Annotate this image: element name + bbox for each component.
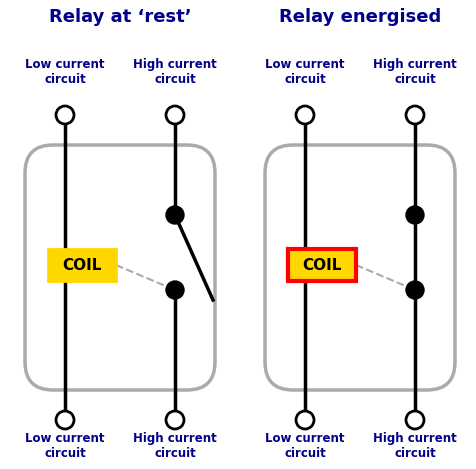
Text: COIL: COIL	[62, 257, 101, 272]
Text: Relay energised: Relay energised	[278, 8, 440, 26]
Circle shape	[405, 206, 423, 224]
FancyBboxPatch shape	[288, 249, 355, 281]
Text: High current
circuit: High current circuit	[133, 58, 217, 86]
Text: High current
circuit: High current circuit	[372, 432, 456, 460]
Text: Low current
circuit: Low current circuit	[265, 58, 344, 86]
Circle shape	[56, 106, 74, 124]
Circle shape	[296, 106, 313, 124]
Circle shape	[56, 411, 74, 429]
Text: High current
circuit: High current circuit	[372, 58, 456, 86]
Text: High current
circuit: High current circuit	[133, 432, 217, 460]
Text: Relay at ‘rest’: Relay at ‘rest’	[49, 8, 191, 26]
Circle shape	[405, 411, 423, 429]
Circle shape	[166, 411, 184, 429]
Circle shape	[166, 106, 184, 124]
FancyBboxPatch shape	[265, 145, 454, 390]
Circle shape	[166, 206, 184, 224]
Text: Low current
circuit: Low current circuit	[25, 432, 105, 460]
FancyBboxPatch shape	[25, 145, 215, 390]
Text: Low current
circuit: Low current circuit	[25, 58, 105, 86]
Text: Low current
circuit: Low current circuit	[265, 432, 344, 460]
FancyBboxPatch shape	[48, 249, 116, 281]
Circle shape	[405, 281, 423, 299]
Circle shape	[166, 281, 184, 299]
Circle shape	[405, 106, 423, 124]
Circle shape	[296, 411, 313, 429]
Text: COIL: COIL	[302, 257, 341, 272]
